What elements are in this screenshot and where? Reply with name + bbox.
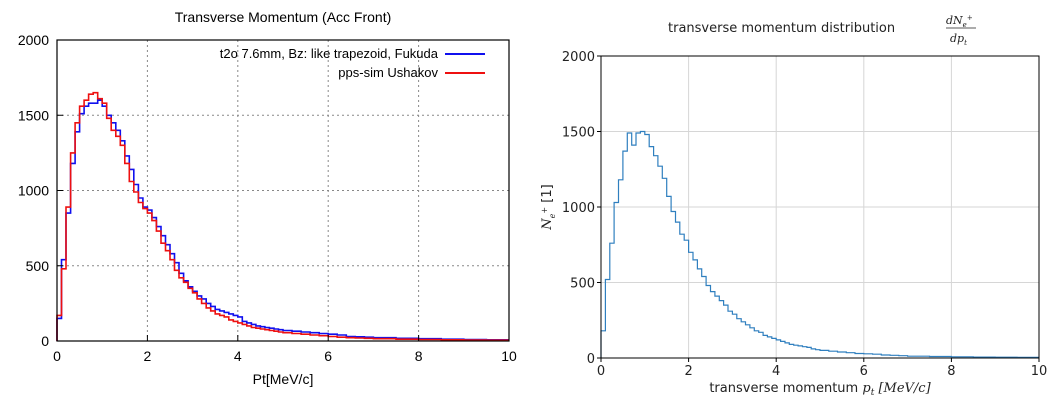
right-chart-title: transverse momentum distribution dNe+ dp… [668,14,976,47]
right-ylabel: Ne+ [1] [540,184,557,230]
left-xlabel: Pt[MeV/c] [253,371,314,387]
left-grid [57,40,509,341]
left-legend-label-1: pps-sim Ushakov [338,65,438,80]
right-xtick-label-2: 4 [772,364,780,379]
left-chart: Transverse Momentum (Acc Front) 0 2 4 6 8 100… [18,9,517,387]
left-ytick-label-4: 2000 [18,32,49,48]
right-ytick-label-3: 1500 [562,126,595,141]
right-title-fraction: dNe+ dpt [946,14,976,47]
right-xtick-label-3: 6 [860,364,868,379]
right-ticks: 0 2 4 6 8 10 0 500 1000 1500 2000 [562,50,1047,379]
left-chart-title: Transverse Momentum (Acc Front) [175,9,392,25]
svg-text:dNe+: dNe+ [946,14,973,29]
right-xlabel-text: transverse momentum [709,381,858,396]
right-grid [601,56,1039,358]
right-title-num: dN [946,14,963,27]
right-title-den-sub: t [964,39,967,47]
right-xtick-label-1: 2 [684,364,692,379]
left-series [56,91,509,341]
right-xtick-label-4: 8 [947,364,955,379]
left-ytick-label-2: 1000 [18,183,49,199]
left-ytick-label-3: 1500 [18,107,49,123]
right-ytick-label-2: 1000 [562,201,595,216]
right-ytick-label-1: 500 [570,277,595,292]
left-xtick-label-2: 4 [234,348,242,364]
right-xlabel-math-sub: t [871,388,875,397]
left-ytick-label-1: 500 [26,258,50,274]
left-xtick-label-3: 6 [324,348,332,364]
right-xlabel: transverse momentum pt [MeV/c] [709,381,931,397]
left-series-line-0 [56,99,509,341]
right-series-line-0 [600,130,1039,358]
right-ytick-label-0: 0 [587,352,595,367]
left-xtick-label-4: 8 [415,348,423,364]
right-xlabel-math: p [862,381,871,396]
right-series [600,130,1039,358]
svg-text:dpt: dpt [950,32,967,47]
left-ticks: 0 2 4 6 8 10 0 500 1000 1500 2000 [18,32,517,364]
right-chart: transverse momentum distribution dNe+ dp… [540,14,1047,397]
left-xtick-label-0: 0 [53,348,61,364]
right-xtick-label-0: 0 [597,364,605,379]
left-legend: t2o 7.6mm, Bz: like trapezoid, Fukuda pp… [220,46,485,80]
right-xlabel-unit: [MeV/c] [878,381,931,396]
left-legend-label-0: t2o 7.6mm, Bz: like trapezoid, Fukuda [220,46,439,61]
left-xtick-label-1: 2 [144,348,152,364]
right-ylabel-math-sup: + [540,207,549,214]
right-xtick-label-5: 10 [1031,364,1048,379]
right-title-num-sub: e [963,21,967,29]
right-title-num-sup: + [967,14,973,22]
right-ylabel-math-sub: e [548,213,557,218]
right-ylabel-unit: [1] [540,184,555,202]
right-ylabel-math: N [540,218,555,231]
left-series-line-1 [56,91,509,341]
left-xtick-label-5: 10 [501,348,517,364]
right-title-den: dp [950,32,964,45]
right-ytick-label-4: 2000 [562,50,595,65]
right-title-text: transverse momentum distribution [668,21,895,36]
left-ytick-label-0: 0 [41,333,49,349]
